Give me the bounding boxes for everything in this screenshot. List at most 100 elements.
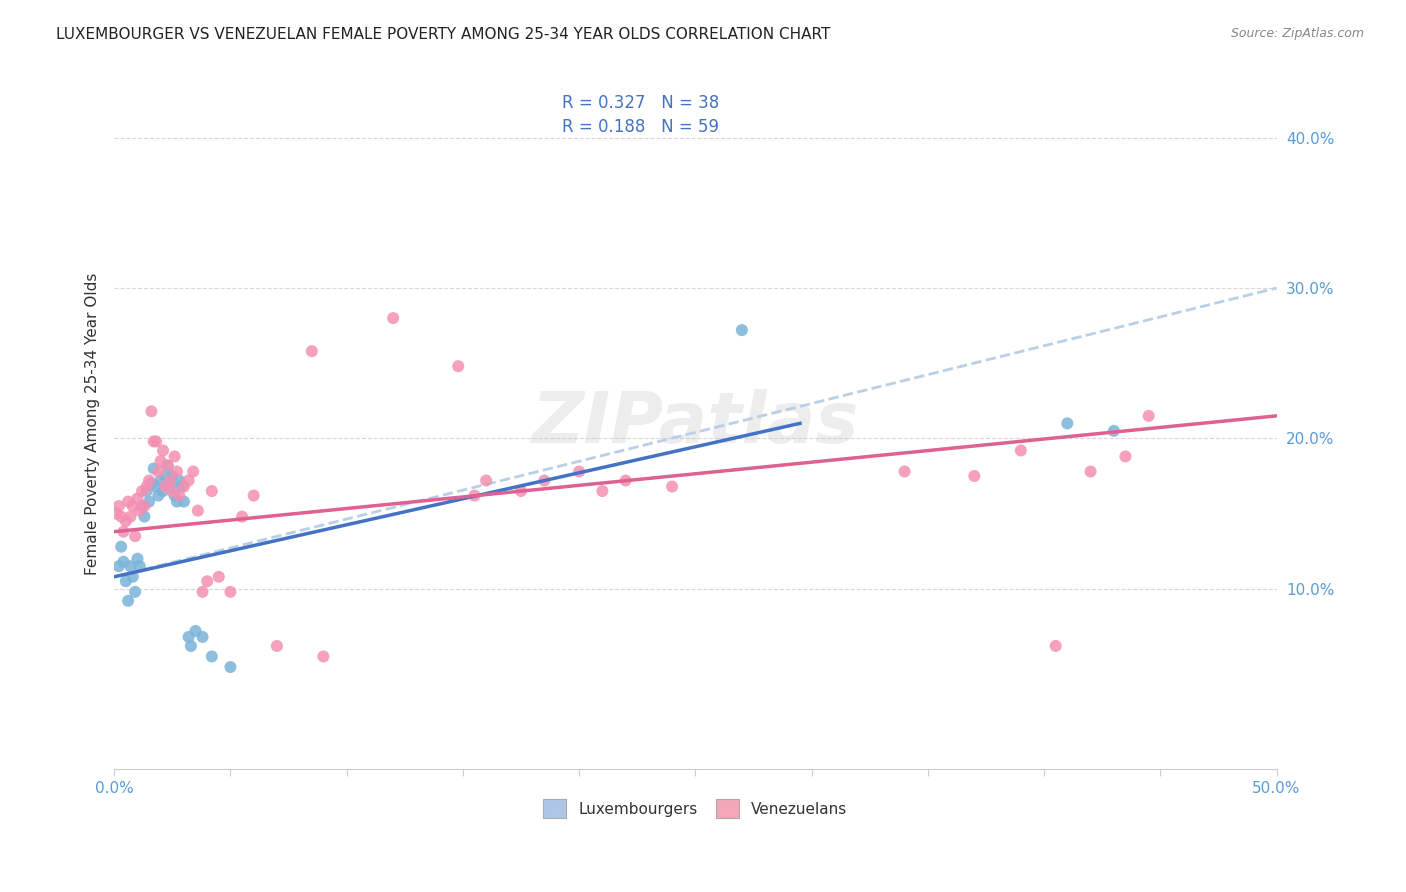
Point [169, 474, 191, 488]
Point [121, 499, 143, 513]
Point [187, 503, 209, 517]
Point [159, 479, 181, 493]
Point [533, 474, 555, 488]
Point [163, 450, 186, 464]
Point [1010, 443, 1032, 458]
Point [614, 474, 637, 488]
Point [142, 461, 165, 475]
Point [114, 514, 136, 528]
Point [166, 494, 188, 508]
Point [120, 559, 142, 574]
Text: LUXEMBOURGER VS VENEZUELAN FEMALE POVERTY AMONG 25-34 YEAR OLDS CORRELATION CHAR: LUXEMBOURGER VS VENEZUELAN FEMALE POVERT… [56, 27, 831, 42]
Point [121, 570, 143, 584]
Point [170, 479, 193, 493]
Point [312, 649, 335, 664]
Point [127, 491, 149, 506]
Point [131, 484, 153, 499]
Point [131, 499, 153, 513]
Point [155, 479, 177, 493]
Point [120, 509, 142, 524]
Point [731, 323, 754, 337]
Point [242, 489, 264, 503]
Text: R = 0.327   N = 38: R = 0.327 N = 38 [561, 94, 718, 112]
Point [201, 649, 224, 664]
Point [893, 465, 915, 479]
Point [149, 454, 172, 468]
Y-axis label: Female Poverty Among 25-34 Year Olds: Female Poverty Among 25-34 Year Olds [86, 272, 100, 574]
Point [191, 630, 214, 644]
Point [963, 469, 986, 483]
Legend: Luxembourgers, Venezuelans: Luxembourgers, Venezuelans [537, 793, 853, 824]
Point [124, 529, 146, 543]
Point [1056, 417, 1078, 431]
Point [127, 551, 149, 566]
Point [128, 559, 150, 574]
Point [108, 559, 131, 574]
Point [148, 465, 170, 479]
Point [201, 484, 224, 499]
Point [510, 484, 533, 499]
Text: ZIPatlas: ZIPatlas [531, 389, 859, 458]
Point [149, 474, 172, 488]
Point [117, 494, 139, 508]
Point [447, 359, 470, 374]
Point [475, 474, 498, 488]
Point [138, 494, 160, 508]
Point [568, 465, 591, 479]
Point [114, 574, 136, 589]
Point [169, 489, 191, 503]
Point [184, 624, 207, 638]
Point [661, 479, 683, 493]
Point [110, 540, 132, 554]
Text: Source: ZipAtlas.com: Source: ZipAtlas.com [1230, 27, 1364, 40]
Point [219, 660, 242, 674]
Point [1080, 465, 1102, 479]
Point [266, 639, 288, 653]
Point [166, 465, 188, 479]
Point [463, 489, 485, 503]
Point [191, 584, 214, 599]
Point [1114, 450, 1136, 464]
Point [135, 484, 157, 499]
Point [1137, 409, 1160, 423]
Point [128, 503, 150, 517]
Point [177, 630, 200, 644]
Point [148, 489, 170, 503]
Point [138, 474, 160, 488]
Point [142, 434, 165, 449]
Point [135, 479, 157, 493]
Point [141, 476, 163, 491]
Point [162, 484, 184, 499]
Point [180, 639, 202, 653]
Point [110, 509, 132, 524]
Point [177, 474, 200, 488]
Point [195, 574, 218, 589]
Point [1045, 639, 1067, 653]
Point [301, 344, 323, 359]
Point [173, 479, 195, 493]
Point [219, 584, 242, 599]
Point [591, 484, 613, 499]
Point [156, 458, 179, 473]
Point [152, 484, 174, 499]
Point [112, 524, 135, 539]
Point [105, 507, 128, 521]
Point [141, 404, 163, 418]
Point [181, 465, 204, 479]
Point [163, 489, 186, 503]
Point [145, 479, 167, 493]
Point [108, 499, 131, 513]
Point [156, 458, 179, 473]
Point [159, 474, 181, 488]
Point [173, 494, 195, 508]
Point [152, 443, 174, 458]
Point [145, 434, 167, 449]
Point [124, 584, 146, 599]
Point [231, 509, 253, 524]
Point [117, 594, 139, 608]
Text: R = 0.188   N = 59: R = 0.188 N = 59 [561, 119, 718, 136]
Point [208, 570, 231, 584]
Point [134, 499, 156, 513]
Point [382, 311, 405, 326]
Point [1102, 424, 1125, 438]
